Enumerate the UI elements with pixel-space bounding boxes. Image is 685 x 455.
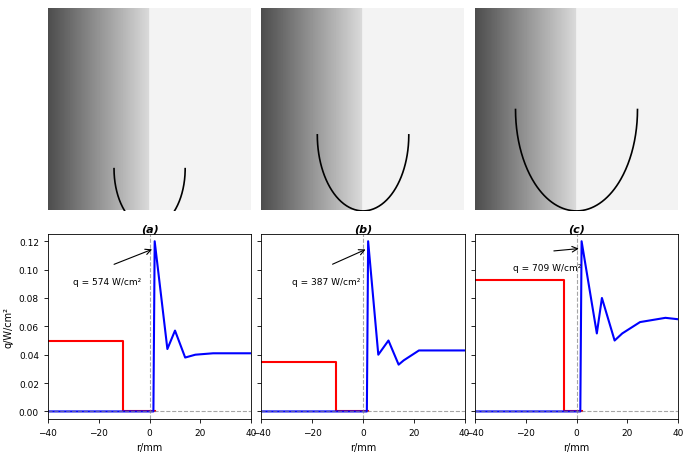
Title: (a): (a) [140,224,158,234]
X-axis label: r/mm: r/mm [350,442,376,452]
Text: q = 574 W/cm²: q = 574 W/cm² [73,277,142,286]
Title: (b): (b) [354,224,372,234]
Title: (c): (c) [568,224,585,234]
X-axis label: r/mm: r/mm [563,442,590,452]
X-axis label: r/mm: r/mm [136,442,163,452]
Y-axis label: q/W/cm²: q/W/cm² [3,306,13,347]
Text: q = 387 W/cm²: q = 387 W/cm² [292,277,360,286]
Text: q = 709 W/cm²: q = 709 W/cm² [513,263,582,272]
